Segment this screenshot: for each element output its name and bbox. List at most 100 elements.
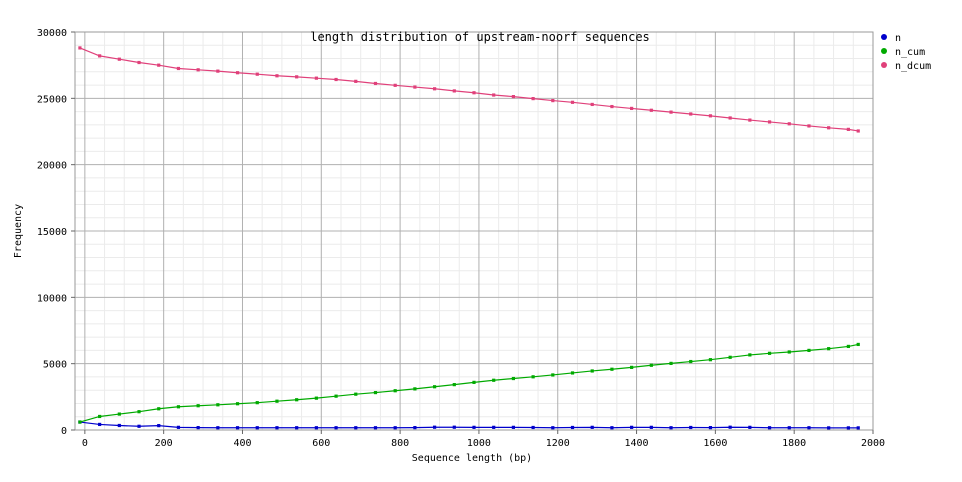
data-point-n_dcum — [728, 116, 732, 120]
data-point-n_dcum — [393, 83, 397, 87]
data-point-n_cum — [393, 389, 397, 393]
data-point-n_dcum — [334, 77, 338, 82]
data-point-n_cum — [354, 392, 358, 396]
data-point-n — [334, 426, 338, 430]
data-point-n_dcum — [452, 89, 456, 93]
data-point-n — [393, 426, 397, 430]
data-point-n_cum — [728, 355, 732, 359]
data-point-n — [98, 422, 102, 427]
data-point-n_cum — [531, 375, 535, 379]
data-point-n_dcum — [708, 114, 713, 118]
data-point-n — [196, 426, 200, 430]
data-point-n — [275, 426, 279, 430]
data-point-n — [176, 425, 181, 429]
x-tick-label: 200 — [155, 438, 173, 449]
x-tick-label: 600 — [312, 438, 330, 449]
data-point-n_dcum — [117, 57, 121, 61]
x-tick-label: 800 — [391, 438, 409, 449]
data-point-n — [669, 426, 673, 430]
legend-label-n_cum: n_cum — [895, 47, 925, 58]
legend-label-n_dcum: n_dcum — [895, 61, 931, 72]
data-point-n — [689, 425, 693, 430]
data-point-n_cum — [551, 373, 555, 377]
data-point-n_cum — [334, 394, 338, 398]
x-tick-label: 1200 — [546, 438, 570, 449]
data-point-n_cum — [610, 367, 614, 371]
data-point-n — [748, 425, 752, 429]
data-point-n — [373, 426, 378, 430]
data-point-n_cum — [196, 404, 200, 408]
x-tick-label: 1400 — [625, 438, 649, 449]
data-point-n_cum — [767, 351, 772, 355]
data-point-n_dcum — [78, 46, 82, 50]
data-point-n_dcum — [373, 81, 378, 86]
data-point-n — [452, 425, 456, 429]
data-point-n — [235, 426, 240, 430]
data-point-n — [314, 426, 318, 430]
data-point-n — [846, 426, 850, 430]
data-point-n_cum — [787, 350, 791, 354]
data-point-n_cum — [295, 398, 299, 402]
data-point-n_cum — [413, 387, 417, 391]
data-point-n_dcum — [157, 63, 161, 67]
data-point-n_cum — [827, 347, 831, 351]
y-axis-ticks: 0 5000 10000 15000 20000 25000 30000 — [37, 28, 75, 437]
data-point-n_dcum — [649, 108, 653, 112]
data-point-n_cum — [590, 369, 594, 373]
data-point-n_dcum — [235, 71, 240, 75]
data-point-n_dcum — [856, 129, 860, 133]
data-point-n_dcum — [551, 98, 555, 103]
data-point-n_cum — [452, 383, 456, 387]
y-tick-label: 20000 — [37, 161, 67, 172]
data-point-n_cum — [275, 399, 279, 403]
data-point-n_dcum — [570, 100, 575, 104]
data-point-n — [216, 426, 220, 430]
y-axis-label: Frequency — [13, 204, 24, 258]
data-point-n — [590, 425, 594, 429]
data-point-n_dcum — [472, 91, 476, 95]
y-tick-label: 10000 — [37, 293, 67, 304]
data-point-n — [610, 426, 614, 430]
data-point-n_cum — [511, 376, 516, 381]
data-point-n — [728, 425, 732, 429]
data-point-n_dcum — [511, 95, 516, 99]
x-tick-label: 400 — [233, 438, 251, 449]
y-tick-label: 25000 — [37, 94, 67, 105]
data-point-n_dcum — [255, 72, 259, 76]
data-point-n_dcum — [98, 54, 102, 58]
data-point-n — [492, 425, 496, 429]
data-point-n_cum — [98, 414, 102, 419]
data-point-n_cum — [472, 380, 476, 384]
data-point-n — [511, 425, 516, 429]
data-point-n_cum — [689, 359, 693, 364]
x-tick-label: 1000 — [467, 438, 491, 449]
data-point-n_cum — [373, 390, 378, 395]
data-point-n — [570, 425, 575, 430]
series-points — [78, 46, 860, 430]
y-tick-label: 15000 — [37, 227, 67, 238]
data-point-n_cum — [748, 353, 752, 357]
data-point-n — [551, 426, 555, 430]
data-point-n — [708, 426, 713, 430]
data-point-n_dcum — [767, 120, 772, 124]
data-point-n_dcum — [748, 118, 752, 122]
data-point-n_cum — [669, 361, 673, 366]
data-point-n_dcum — [689, 112, 693, 116]
data-point-n — [856, 426, 860, 430]
data-point-n_cum — [255, 401, 259, 405]
data-point-n_dcum — [807, 124, 811, 128]
data-point-n_cum — [630, 365, 634, 369]
data-point-n_dcum — [314, 76, 318, 80]
legend-marker-n_dcum — [881, 62, 887, 68]
data-point-n_dcum — [630, 106, 634, 111]
data-point-n — [531, 425, 535, 430]
data-point-n — [630, 425, 634, 429]
data-point-n — [472, 425, 476, 429]
x-tick-label: 1600 — [703, 438, 727, 449]
data-point-n_cum — [649, 363, 653, 367]
legend: n n_cum n_dcum — [881, 33, 931, 72]
x-tick-label: 0 — [82, 438, 88, 449]
x-axis-ticks: 0 200 400 600 800 1000 1200 1400 1600 1800 2000 — [82, 430, 885, 449]
data-point-n — [255, 426, 259, 430]
